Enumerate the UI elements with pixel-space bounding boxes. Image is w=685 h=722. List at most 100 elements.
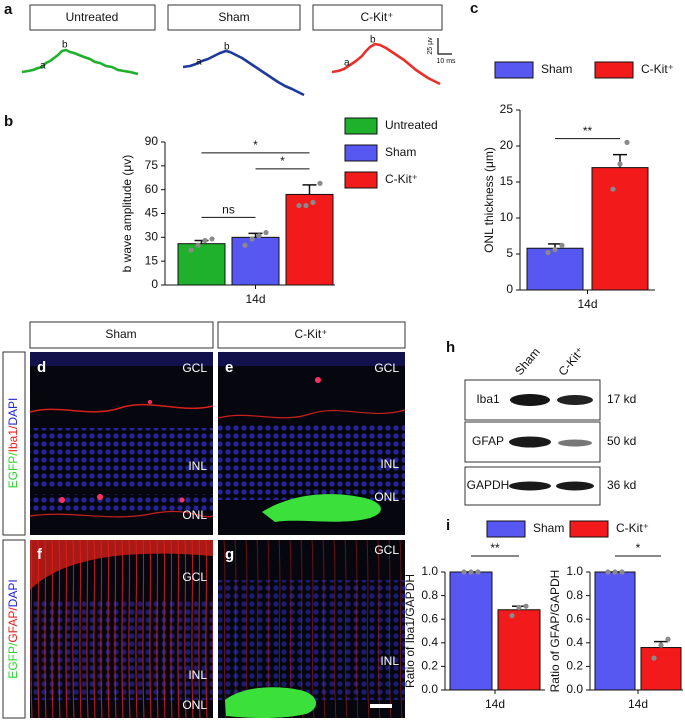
significance-label: ns <box>222 203 235 217</box>
data-point <box>310 199 316 205</box>
scale-label: 10 ms <box>436 58 456 65</box>
data-point <box>209 236 215 242</box>
data-point <box>202 237 208 244</box>
bar-chart: 0.0 0.2 0.4 0.6 0.8 1.0 Ratio of Iba1/GAPDH 14d… <box>403 520 649 711</box>
erg-trace <box>182 49 305 97</box>
y-tick-label: 0.8 <box>421 588 438 602</box>
panel-letter: i <box>446 517 450 534</box>
x-tick-label: 14d <box>628 697 648 711</box>
wave-label: a <box>40 61 46 72</box>
legend-swatch <box>344 171 378 189</box>
y-tick-label: 25 <box>500 102 514 116</box>
data-point <box>612 569 618 575</box>
size-label: 36 kd <box>607 478 636 492</box>
layer-label: INL <box>188 668 207 682</box>
y-tick-label: 10 <box>500 210 514 224</box>
y-tick-label: 1.0 <box>566 564 583 578</box>
data-point <box>651 655 657 661</box>
significance-label: * <box>253 138 258 152</box>
layer-label: GCL <box>182 570 207 584</box>
y-tick-label: 20 <box>500 138 514 152</box>
legend-label: Sham <box>541 62 572 76</box>
data-point <box>303 202 309 209</box>
data-point <box>523 603 529 609</box>
y-axis-label: ONL thickness (μm) <box>482 147 496 253</box>
y-tick-label: 0.0 <box>566 682 583 696</box>
row-box <box>2 351 26 536</box>
stain: EGFP/ <box>6 452 20 489</box>
data-point <box>545 249 551 256</box>
y-tick-label: 0.8 <box>566 588 583 602</box>
y-tick-label: 0.4 <box>566 635 583 649</box>
protein-label: GAPDH <box>467 478 510 492</box>
data-point <box>475 569 481 575</box>
y-tick-label: 30 <box>145 230 159 244</box>
data-point <box>263 229 269 236</box>
bar <box>285 193 334 286</box>
legend-label: Sham <box>385 145 416 159</box>
y-tick-label: 75 <box>145 158 159 172</box>
micrograph <box>29 352 214 535</box>
legend-swatch <box>486 520 526 538</box>
bar-chart: 0 5 10 15 20 25 ONL thickness (μm) 14d ** Sham C-K… <box>482 61 674 311</box>
panel-letter: h <box>446 339 455 356</box>
significance-label: ** <box>583 124 593 138</box>
data-point <box>552 247 558 253</box>
condition-box <box>312 4 443 31</box>
legend-swatch <box>594 61 634 79</box>
panel-letter: f <box>37 546 43 563</box>
lane-label: Sham <box>512 345 543 378</box>
data-point <box>617 161 623 167</box>
y-tick-label: 0.6 <box>421 611 438 625</box>
y-tick-label: 60 <box>145 182 159 196</box>
data-point <box>559 242 565 248</box>
column-box <box>217 321 406 349</box>
bar <box>591 167 649 291</box>
layer-label: INL <box>380 654 399 668</box>
y-axis-label: Ratio of Iba1/GAPDH <box>403 574 417 688</box>
row-label: EGFP/Iba1/DAPI <box>6 398 20 489</box>
bar <box>640 647 682 691</box>
data-point <box>468 569 474 575</box>
condition-label: C-Kit⁺ <box>361 10 394 24</box>
x-tick-label: 14d <box>485 697 505 711</box>
legend-label: C-Kit⁺ <box>641 62 674 76</box>
wave-label: b <box>224 42 230 53</box>
x-tick-label: 14d <box>577 297 597 311</box>
legend-label: Untreated <box>385 118 438 132</box>
micrograph <box>30 540 213 718</box>
row-label: EGFP/GFAP/DAPI <box>6 579 20 678</box>
legend-swatch <box>569 520 609 538</box>
legend-label: C-Kit⁺ <box>616 521 649 535</box>
wave-label: b <box>62 40 68 51</box>
wave-label: a <box>344 58 350 69</box>
layer-label: INL <box>188 459 207 473</box>
bar <box>177 243 226 286</box>
scale-label: 25 μv <box>427 37 434 55</box>
data-point <box>624 139 630 145</box>
layer-label: ONL <box>182 698 207 712</box>
y-tick-label: 15 <box>500 174 514 188</box>
significance-label: ** <box>490 541 500 555</box>
panel-letter: b <box>4 113 13 130</box>
data-point <box>242 242 248 248</box>
data-point <box>610 186 616 192</box>
bar-chart: 0.0 0.2 0.4 0.6 0.8 1.0 Ratio of GFAP/GAPDH 14d… <box>548 541 683 711</box>
layer-label: ONL <box>182 508 207 522</box>
condition-label: Untreated <box>66 10 119 24</box>
legend-swatch <box>344 144 378 162</box>
condition-box <box>29 4 156 31</box>
wave-label: b <box>370 35 376 46</box>
size-label: 17 kd <box>607 392 636 406</box>
y-tick-label: 1.0 <box>421 564 438 578</box>
data-point <box>658 642 664 648</box>
erg-trace <box>331 42 441 86</box>
legend-swatch <box>344 117 378 135</box>
y-axis-label: Ratio of GFAP/GAPDH <box>548 570 562 693</box>
legend-label: Sham <box>533 521 564 535</box>
data-point <box>296 202 302 209</box>
significance-label: * <box>636 541 641 555</box>
protein-label: Iba1 <box>476 392 500 406</box>
scale-bar <box>437 38 452 55</box>
